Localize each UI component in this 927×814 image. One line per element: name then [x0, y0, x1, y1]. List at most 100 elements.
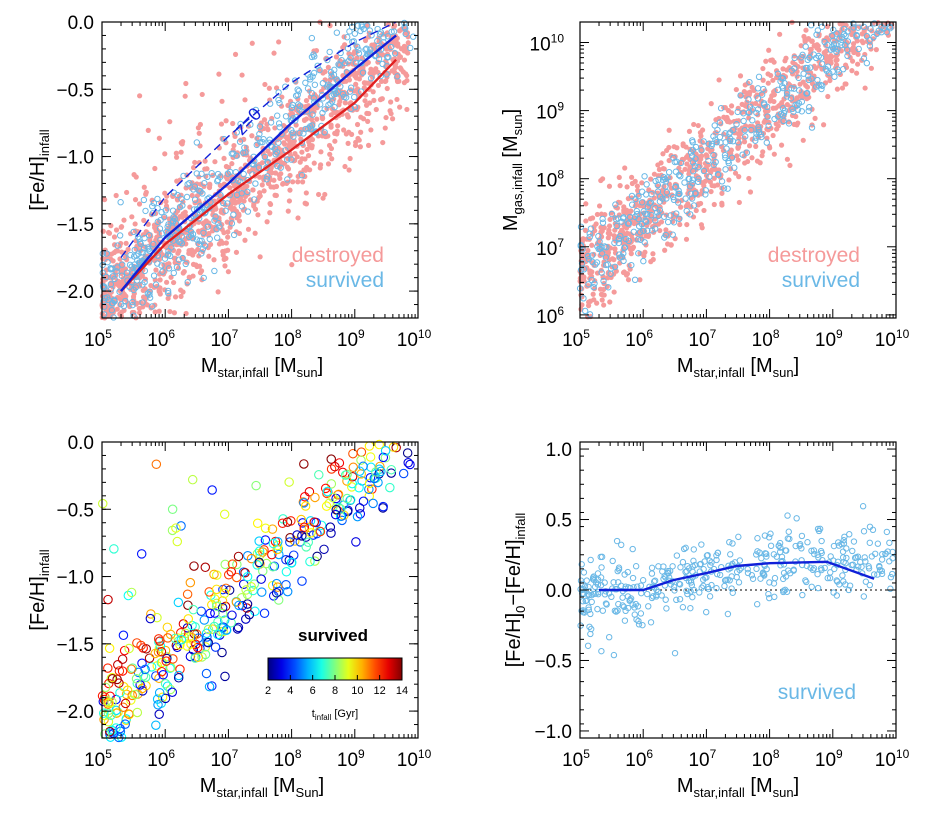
br-point-survived [598, 553, 606, 561]
tr-point-destroyed [587, 268, 593, 274]
tr-point-survived [663, 189, 671, 196]
tl-point-destroyed [301, 117, 308, 123]
bl-point-survived [185, 577, 196, 588]
bl-point-survived [284, 477, 294, 487]
tl-point-survived [122, 297, 129, 305]
tl-point-survived [211, 267, 218, 275]
tl-point-destroyed [182, 93, 188, 99]
bl-point-survived [203, 624, 214, 635]
tr-point-survived [807, 22, 815, 29]
bl-ytick-label: 0.0 [68, 433, 94, 454]
tr-point-destroyed [770, 132, 776, 139]
br-point-survived [624, 604, 632, 612]
tr-point-destroyed [839, 85, 846, 91]
tr-point-survived [763, 139, 770, 146]
br-point-survived [665, 570, 672, 577]
tr-point-survived [631, 213, 639, 221]
tl-point-survived [310, 69, 318, 77]
tl-point-survived [108, 306, 116, 314]
tr-point-destroyed [637, 277, 643, 283]
tr-point-destroyed [787, 82, 793, 88]
tl-point-survived [388, 28, 395, 36]
br-point-survived [586, 591, 593, 599]
tl-ytick-label: 0.0 [68, 13, 94, 34]
tl-point-survived [226, 168, 234, 176]
tl-point-destroyed [140, 304, 146, 310]
tr-point-destroyed [739, 101, 745, 107]
bl-point-survived [380, 445, 391, 456]
tl-point-survived [141, 267, 149, 275]
tl-point-survived [394, 73, 401, 80]
tl-point-destroyed [178, 149, 184, 155]
tr-legend-survived: survived [782, 269, 860, 292]
br-point-survived [612, 608, 620, 615]
tl-point-survived [277, 164, 284, 171]
tl-point-survived [191, 196, 199, 203]
tr-point-survived [830, 37, 837, 44]
br-point-survived [889, 554, 896, 562]
tr-ytick-label: 107 [536, 236, 564, 260]
tl-point-destroyed [304, 164, 310, 171]
bl-point-survived [161, 656, 171, 666]
tr-point-destroyed [668, 242, 674, 248]
tl-point-survived [300, 130, 307, 137]
bl-point-survived [199, 615, 210, 625]
bl-point-survived [356, 469, 366, 479]
tr-point-survived [702, 191, 709, 198]
br-point-survived [876, 566, 884, 574]
tr-point-survived [774, 70, 782, 77]
tr-point-destroyed [737, 73, 744, 79]
tl-ytick-label: −2.0 [56, 282, 94, 303]
tr-point-survived [662, 231, 670, 239]
tl-point-destroyed [250, 187, 256, 193]
tl-point-survived [144, 290, 152, 297]
br-point-survived [834, 558, 842, 566]
tl-point-survived [136, 235, 143, 243]
tl-point-survived [190, 186, 197, 193]
tl-point-destroyed [368, 66, 374, 72]
tl-point-survived [130, 228, 137, 236]
tl-point-survived [276, 124, 283, 131]
tl-point-destroyed [325, 64, 331, 70]
tl-point-destroyed [284, 136, 290, 142]
tl-point-destroyed [290, 179, 296, 185]
bl-point-survived [166, 662, 176, 673]
tl-point-destroyed [123, 240, 129, 246]
tl-point-destroyed [405, 34, 411, 40]
tl-point-destroyed [257, 190, 263, 196]
bl-point-survived [402, 448, 413, 458]
tl-point-survived [189, 234, 197, 242]
tr-point-destroyed [639, 180, 645, 186]
tl-point-survived [355, 46, 362, 53]
tl-point-destroyed [137, 93, 143, 99]
br-point-survived [594, 605, 601, 613]
bl-point-survived [154, 709, 164, 720]
tl-point-survived [165, 251, 172, 258]
tl-point-destroyed [113, 192, 119, 199]
tr-point-survived [694, 178, 702, 186]
tl-point-destroyed [300, 179, 306, 185]
bl-point-survived [256, 574, 266, 584]
br-point-survived [874, 571, 881, 578]
tl-ytick-label: −1.5 [56, 215, 94, 236]
tl-point-destroyed [329, 156, 335, 162]
tl-point-survived [149, 210, 156, 217]
bl-point-survived [172, 536, 183, 547]
tl-point-destroyed [244, 183, 250, 189]
bl-point-survived [326, 464, 337, 474]
tl-point-destroyed [271, 50, 277, 56]
tl-point-destroyed [346, 129, 352, 135]
tr-point-destroyed [658, 219, 665, 225]
tl-point-destroyed [233, 249, 240, 255]
tr-point-destroyed [821, 122, 827, 128]
tr-point-destroyed [676, 165, 682, 171]
bl-point-survived [249, 579, 260, 589]
br-point-survived [839, 548, 847, 555]
tl-point-destroyed [246, 168, 253, 175]
tl-point-destroyed [143, 189, 149, 195]
tr-point-survived [821, 38, 828, 46]
tr-point-survived [752, 134, 760, 141]
tl-xtick-label: 105 [84, 327, 112, 351]
bl-point-survived [132, 707, 143, 718]
tl-point-destroyed [354, 121, 361, 128]
